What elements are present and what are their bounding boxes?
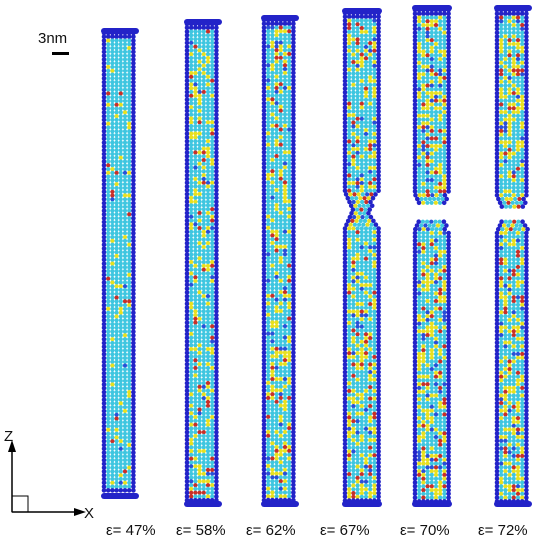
- top-grip: [184, 19, 222, 25]
- nanowire-panel-47: [101, 28, 139, 499]
- bottom-grip: [101, 493, 139, 499]
- bottom-grip: [494, 501, 532, 507]
- strain-label-47: ε= 47%: [106, 522, 156, 539]
- scale-bar-label: 3nm: [38, 30, 68, 47]
- nanowire-panel-72: [494, 5, 532, 507]
- strain-label-72: ε= 72%: [478, 522, 528, 539]
- bottom-grip: [184, 501, 222, 507]
- nanowire-panels: [101, 5, 532, 507]
- z-axis-label: Z: [4, 428, 14, 445]
- strain-label-67: ε= 67%: [320, 522, 370, 539]
- x-axis-label: X: [84, 505, 95, 522]
- top-grip: [342, 8, 382, 14]
- nanowire-panel-70: [412, 5, 452, 507]
- strain-label-70: ε= 70%: [400, 522, 450, 539]
- top-grip: [412, 5, 452, 11]
- bottom-grip: [342, 501, 382, 507]
- bottom-grip: [412, 501, 452, 507]
- coordinate-axes: [8, 440, 86, 516]
- nanowire-panel-62: [261, 15, 299, 507]
- top-grip: [261, 15, 299, 21]
- scale-bar: [52, 52, 69, 55]
- nanowire-panel-58: [184, 19, 222, 507]
- top-grip: [494, 5, 532, 11]
- strain-label-62: ε= 62%: [246, 522, 296, 539]
- top-grip: [101, 28, 139, 34]
- bottom-grip: [261, 501, 299, 507]
- strain-label-58: ε= 58%: [176, 522, 226, 539]
- nanowire-panel-67: [342, 8, 382, 507]
